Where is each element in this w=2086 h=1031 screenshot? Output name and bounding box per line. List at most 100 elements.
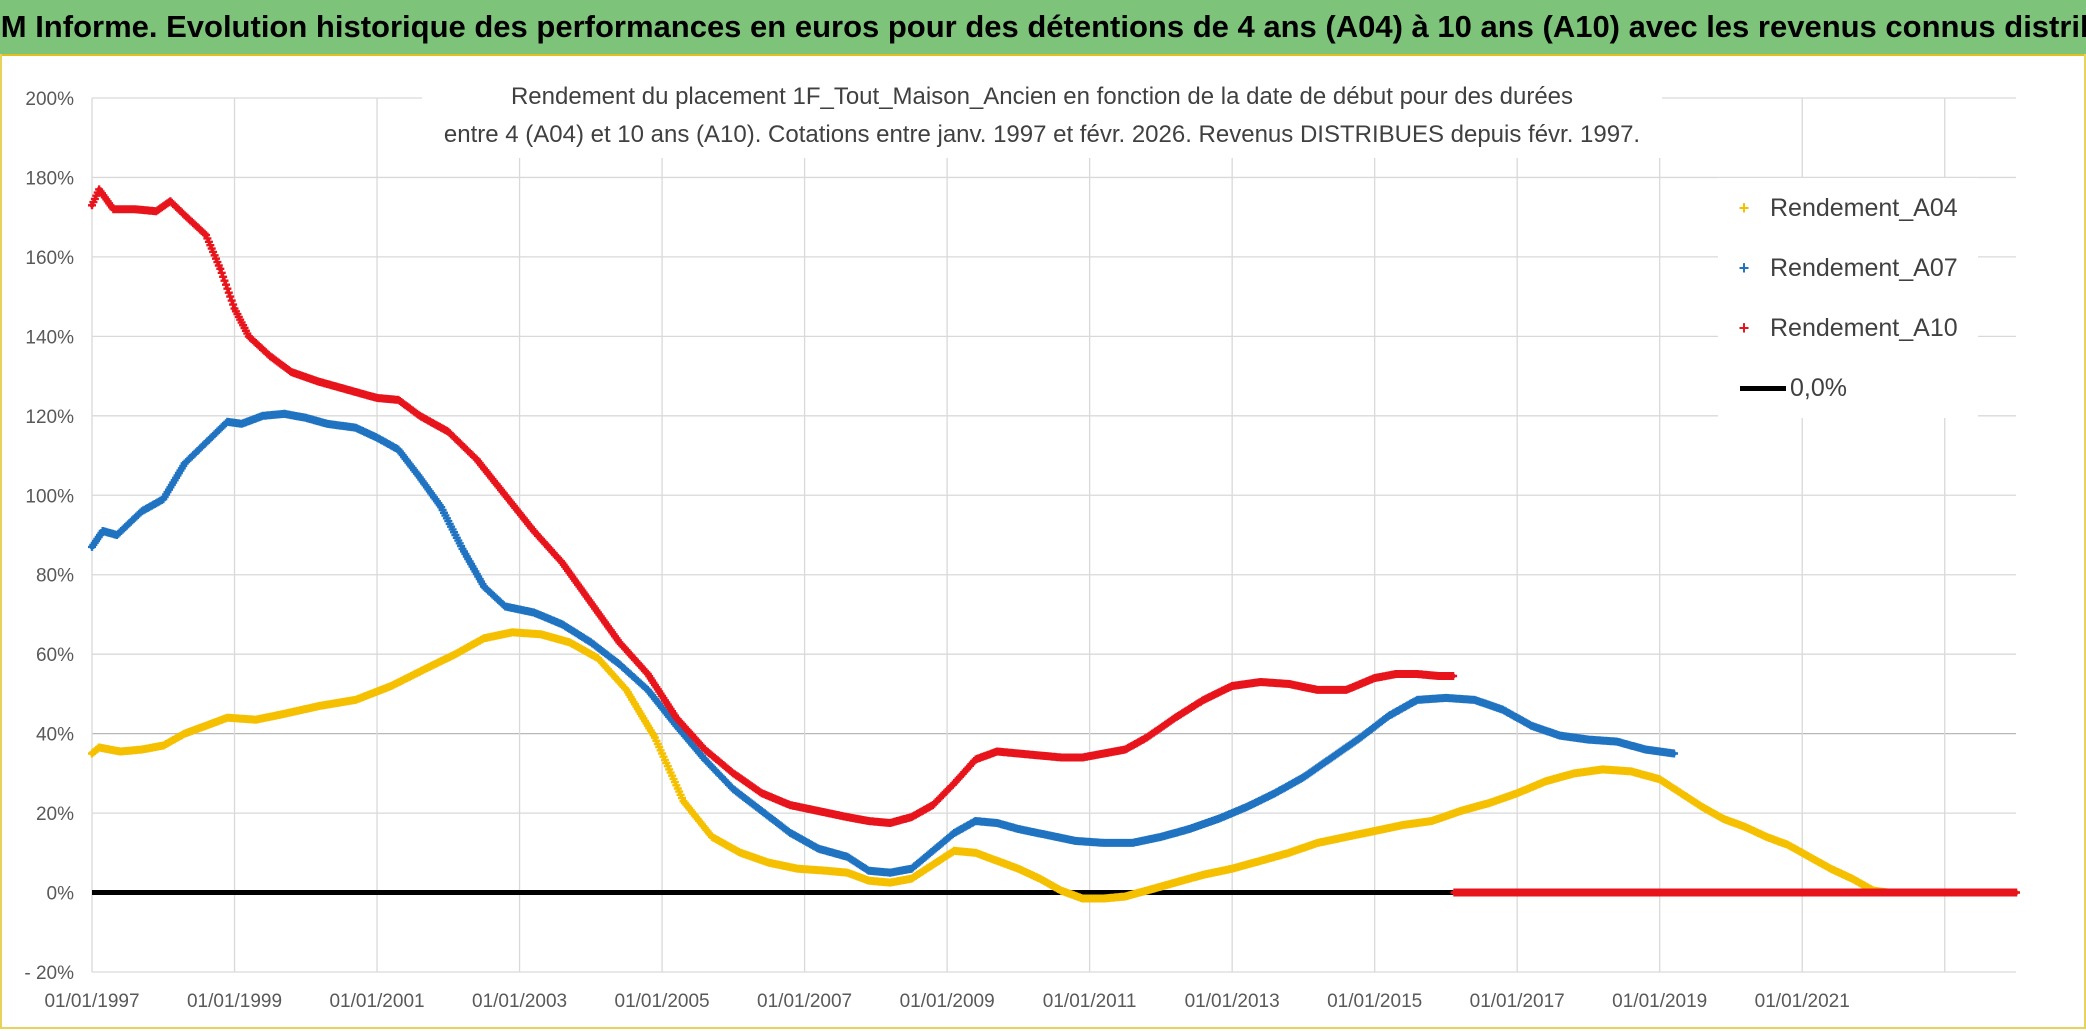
data-point-a10: [1414, 671, 1420, 677]
series-a07: [88, 409, 1678, 877]
data-point-a10: [1870, 890, 1876, 896]
data-point-a07: [417, 474, 423, 480]
data-point-a04: [1201, 872, 1207, 878]
data-point-a04: [1172, 880, 1178, 886]
data-point-a10: [1144, 735, 1150, 741]
x-tick-label: 01/01/2005: [615, 991, 710, 1012]
data-point-a10: [1201, 697, 1207, 703]
legend-label-a04: Rendement_A04: [1770, 193, 1958, 222]
x-tick-label: 01/01/2009: [900, 991, 995, 1012]
grid: [91, 97, 2016, 973]
legend-item-a04: + Rendement_A04: [1718, 188, 1958, 228]
data-point-a07: [1528, 723, 1534, 729]
data-point-a04: [766, 860, 772, 866]
data-point-a07: [100, 528, 106, 534]
data-point-a10: [1799, 890, 1805, 896]
x-tick-label: 01/01/2001: [329, 991, 424, 1012]
data-point-a04: [887, 880, 893, 886]
data-point-a04: [709, 834, 715, 840]
y-tick-label: 40%: [36, 725, 74, 746]
data-point-a04: [566, 639, 572, 645]
data-point-a04: [89, 751, 95, 756]
data-point-a07: [353, 425, 359, 431]
data-point-a04: [930, 862, 936, 868]
data-point-a07: [702, 756, 708, 762]
y-tick-label: 140%: [25, 327, 74, 348]
data-point-a07: [89, 544, 95, 550]
data-point-a04: [424, 665, 430, 671]
data-point-a10: [645, 671, 651, 677]
data-point-a04: [1037, 876, 1043, 882]
data-point-a10: [1172, 715, 1178, 721]
banner-title: ADAM Informe. Evolution historique des p…: [0, 0, 2086, 56]
x-tick-label: 01/01/2019: [1612, 991, 1707, 1012]
data-point-a10: [445, 429, 451, 435]
data-point-a10: [267, 353, 273, 359]
series-a04: [88, 628, 2020, 903]
data-point-a04: [317, 703, 323, 709]
data-point-a04: [823, 868, 829, 874]
data-point-a04: [1657, 776, 1663, 782]
data-point-a10: [1436, 673, 1442, 679]
data-point-a04: [1571, 770, 1577, 776]
data-point-a04: [737, 850, 743, 856]
data-point-a10: [502, 492, 508, 498]
legend-item-a10: + Rendement_A10: [1718, 308, 1958, 348]
data-point-a10: [702, 747, 708, 753]
data-point-a04: [1229, 866, 1235, 872]
data-point-a10: [1393, 671, 1399, 677]
data-point-a07: [1671, 751, 1677, 756]
y-tick-label: 120%: [25, 407, 74, 428]
data-point-a07: [1471, 697, 1477, 703]
chart-title: Rendement du placement 1F_Tout_Maison_An…: [422, 78, 1662, 158]
data-point-a04: [994, 858, 1000, 864]
data-point-a10: [531, 528, 537, 534]
data-point-a04: [1742, 824, 1748, 830]
data-point-a04: [1315, 840, 1321, 846]
data-point-a10: [844, 814, 850, 820]
data-point-a04: [281, 711, 287, 717]
data-point-a10: [1058, 754, 1064, 760]
y-tick-label: 20%: [36, 804, 74, 825]
series-markers-a07: [88, 409, 1678, 877]
data-point-a10: [1037, 752, 1043, 758]
x-tick-label: 01/01/2011: [1043, 991, 1137, 1012]
legend-line-zero: [1740, 385, 1786, 391]
data-point-a10: [866, 818, 872, 824]
data-point-a10: [167, 198, 173, 204]
data-point-a10: [1101, 751, 1107, 756]
data-point-a04: [1785, 842, 1791, 848]
data-point-a10: [1286, 681, 1292, 687]
data-point-a07: [281, 411, 287, 417]
data-point-a10: [395, 397, 401, 403]
y-tick-label: 160%: [25, 248, 74, 269]
data-point-a04: [844, 870, 850, 876]
x-tick-label: 01/01/2003: [472, 991, 567, 1012]
data-point-a07: [1357, 735, 1363, 741]
series-group: [88, 185, 2020, 903]
data-point-a07: [239, 421, 245, 427]
chart-title-line2: entre 4 (A04) et 10 ans (A10). Cotations…: [443, 121, 1641, 148]
data-point-a04: [1080, 896, 1086, 902]
data-point-a07: [1272, 790, 1278, 796]
data-point-a10: [1372, 675, 1378, 681]
data-point-a07: [930, 848, 936, 854]
y-tick-label: 200%: [25, 89, 74, 110]
data-point-a07: [787, 830, 793, 836]
data-point-a04: [160, 743, 166, 749]
data-point-a10: [1258, 679, 1264, 685]
data-point-a10: [132, 206, 138, 212]
data-point-a07: [1557, 733, 1563, 739]
data-point-a04: [1806, 854, 1812, 860]
data-point-a04: [908, 876, 914, 882]
data-point-a07: [531, 609, 537, 615]
data-point-a07: [1585, 737, 1591, 743]
data-point-a04: [1144, 888, 1150, 894]
data-point-a07: [1500, 707, 1506, 713]
data-point-a07: [645, 687, 651, 693]
data-point-a04: [481, 635, 487, 641]
data-point-a04: [1764, 834, 1770, 840]
legend: + Rendement_A04 + Rendement_A07 + Rendem…: [1718, 178, 1978, 418]
data-point-a07: [460, 546, 466, 552]
data-point-a10: [559, 560, 565, 566]
